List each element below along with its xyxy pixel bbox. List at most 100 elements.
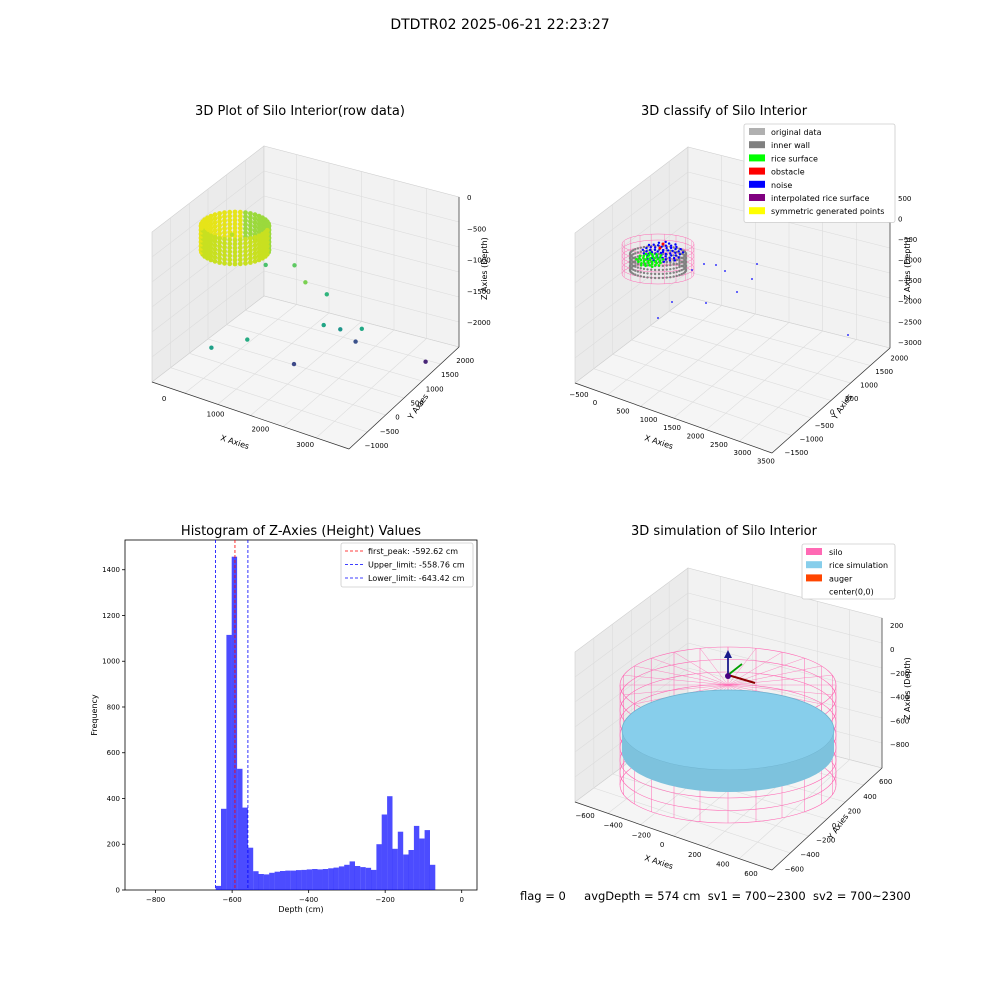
z-tick-label: 0: [467, 194, 471, 202]
x-tick-label: 1000: [207, 410, 225, 418]
noise-point: [664, 244, 667, 247]
x-axis-label: X Axies: [643, 433, 674, 451]
inner-wall-point: [632, 249, 635, 252]
sv2-text: sv2 = 700~2300: [812, 889, 911, 903]
histogram-bar: [290, 870, 297, 890]
noise-point: [647, 243, 651, 247]
inner-wall-point: [678, 263, 681, 267]
legend-label: Lower_limit: -643.42 cm: [368, 574, 465, 583]
histogram-bar: [371, 869, 377, 890]
raw-silo-point: [212, 238, 218, 244]
legend-swatch: [806, 561, 822, 569]
rice-surface-point: [642, 254, 645, 258]
rice-surface-top: [621, 689, 835, 771]
raw-silo-point: [243, 260, 248, 266]
legend-swatch: [749, 154, 765, 162]
histogram-bar: [317, 869, 323, 890]
panel3-plot: −800 −600 −400 −200 0 0 200 400 600 800 1000 1200 14…: [90, 539, 478, 914]
inner-wall-point: [675, 274, 678, 278]
noise-point: [656, 244, 660, 247]
y-tick-label: 600: [107, 749, 120, 757]
noise-point: [724, 270, 726, 272]
raw-silo-point: [243, 226, 248, 232]
y-axis-line: [771, 347, 891, 454]
raw-data-point: [353, 339, 358, 344]
raw-silo-point: [237, 261, 243, 267]
noise-point: [674, 243, 677, 246]
y-tick-label: 400: [107, 795, 120, 803]
histogram-bar: [397, 831, 404, 890]
histogram-bar: [306, 869, 313, 890]
legend-label: noise: [771, 181, 792, 190]
x-tick-label: 0: [459, 896, 463, 904]
histogram-bar: [408, 850, 414, 890]
y-tick-label: 400: [863, 793, 876, 801]
raw-data-point: [291, 361, 297, 367]
z-tick-label: −400: [890, 694, 909, 702]
y-tick-label: 200: [848, 807, 861, 815]
noise-point: [657, 241, 661, 244]
raw-silo-point: [227, 253, 233, 259]
raw-silo-point: [227, 245, 233, 251]
raw-silo-point: [252, 220, 258, 226]
y-tick-label: 0: [116, 887, 120, 895]
x-axis-label: X Axies: [643, 853, 674, 871]
y-tick-label: −1000: [365, 442, 389, 450]
noise-point: [662, 260, 666, 263]
noise-point: [691, 269, 693, 271]
figure-title: DTDTR02 2025-06-21 22:23:27: [390, 17, 610, 33]
grid-line: [687, 592, 883, 644]
inner-wall-point: [661, 276, 665, 280]
inner-wall-point: [675, 262, 678, 266]
raw-silo-point: [237, 233, 243, 239]
noise-point: [664, 252, 667, 256]
legend-label: obstacle: [771, 168, 805, 177]
panel1-title: 3D Plot of Silo Interior(row data): [195, 104, 405, 119]
inner-wall-point: [636, 266, 640, 269]
y-tick-label: 600: [879, 778, 892, 786]
rice-surface-point: [642, 256, 645, 260]
x-axis-label: Depth (cm): [278, 905, 323, 914]
z-tick-label: −2000: [898, 298, 922, 306]
x-tick-label: 2000: [687, 433, 705, 441]
noise-point: [671, 301, 673, 303]
x-tick-label: 200: [688, 851, 701, 859]
inner-wall-point: [684, 263, 687, 267]
inner-wall-point: [684, 259, 687, 263]
inner-wall-point: [636, 251, 640, 254]
inner-wall-point: [636, 263, 640, 266]
silo-wire-spoke: [699, 648, 729, 686]
inner-wall-point: [636, 270, 640, 273]
raw-silo-point: [252, 258, 258, 264]
grid-line: [263, 170, 460, 223]
inner-wall-point: [632, 261, 635, 264]
raw-silo-point: [208, 229, 214, 235]
histogram-bar: [322, 869, 329, 890]
raw-silo-point: [227, 217, 233, 223]
inner-wall-point: [634, 269, 637, 272]
raw-silo-point: [227, 249, 233, 255]
arrow-head: [724, 650, 732, 658]
raw-silo-point: [217, 248, 223, 253]
raw-silo-point: [217, 223, 223, 228]
raw-silo-point: [212, 220, 218, 226]
inner-wall-point: [650, 268, 653, 271]
raw-silo-point: [227, 225, 233, 231]
y-tick-label: 1000: [426, 385, 444, 393]
raw-silo-point: [212, 228, 218, 234]
raw-silo-point: [243, 236, 248, 242]
y-tick-label: 2000: [456, 357, 474, 365]
raw-silo-point: [217, 236, 223, 241]
noise-point: [679, 248, 682, 251]
histogram-bar: [231, 556, 238, 890]
raw-silo-point: [222, 210, 227, 216]
raw-silo-point: [232, 261, 238, 267]
legend-label: first_peak: -592.62 cm: [368, 547, 458, 556]
noise-point: [751, 278, 753, 280]
y-tick-label: 800: [107, 703, 120, 711]
noise-point: [662, 248, 665, 252]
rice-surface-point: [657, 264, 661, 267]
raw-silo-point: [248, 244, 253, 249]
raw-silo-point: [232, 209, 238, 215]
